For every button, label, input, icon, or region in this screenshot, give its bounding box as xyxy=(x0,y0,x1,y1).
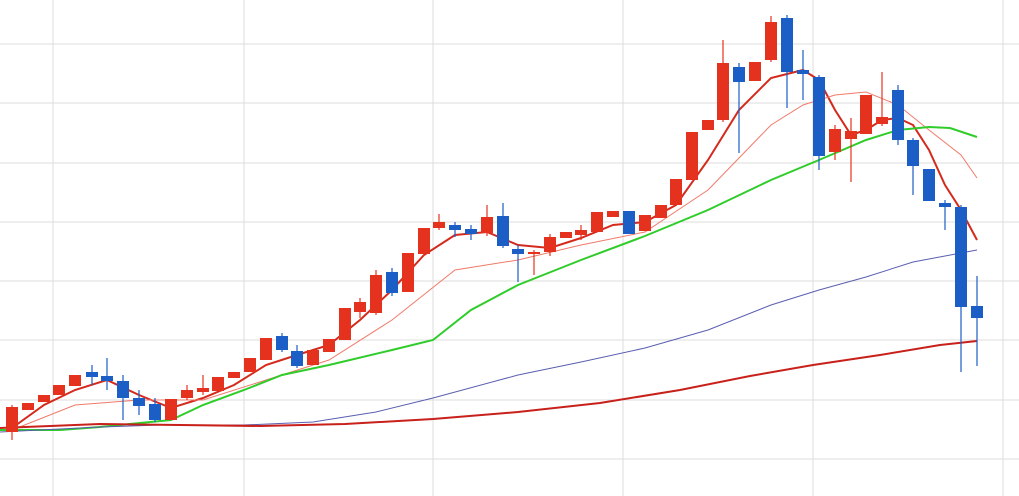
candle-body xyxy=(212,377,224,391)
candle-body xyxy=(6,407,18,432)
candle-body xyxy=(339,308,351,340)
candle-body xyxy=(449,225,461,230)
candle-body xyxy=(923,169,935,201)
candle-body xyxy=(623,211,635,234)
candle-body xyxy=(101,376,113,381)
candle-body xyxy=(717,63,729,120)
candle-body xyxy=(418,228,430,254)
candle-body xyxy=(860,95,872,134)
candle-body xyxy=(86,372,98,377)
candle-body xyxy=(481,217,493,233)
candle-body xyxy=(845,131,857,139)
candle-body xyxy=(69,375,81,386)
candle-body xyxy=(149,404,161,420)
candle-body xyxy=(892,90,904,140)
candle-body xyxy=(465,229,477,234)
candle-body xyxy=(181,390,193,398)
candle-body xyxy=(528,252,540,254)
moving-average xyxy=(0,340,978,429)
candle-body xyxy=(560,232,572,238)
candle-body xyxy=(655,205,667,218)
candle-body xyxy=(829,129,841,152)
candle-body xyxy=(307,350,319,365)
candle-body xyxy=(749,62,761,81)
candle-body xyxy=(433,222,445,228)
candle-body xyxy=(575,230,587,235)
candle-body xyxy=(781,18,793,72)
candle-body xyxy=(276,336,288,350)
candle-body xyxy=(876,117,888,124)
candle-body xyxy=(38,395,50,402)
candle-body xyxy=(53,385,65,395)
candle-body xyxy=(607,211,619,217)
candle-body xyxy=(497,216,509,246)
candle-body xyxy=(765,22,777,60)
candle-body xyxy=(323,339,335,352)
candle-body xyxy=(797,70,809,74)
candle-body xyxy=(228,372,240,378)
candle-body xyxy=(402,253,414,292)
candle-body xyxy=(733,67,745,82)
candle-body xyxy=(955,207,967,307)
candle-body xyxy=(907,140,919,166)
candle-body xyxy=(260,338,272,360)
candle-body xyxy=(639,215,651,231)
candle-body xyxy=(165,399,177,420)
candle-body xyxy=(354,302,366,312)
candle-body xyxy=(22,403,34,410)
candle-body xyxy=(197,388,209,392)
candle-body xyxy=(686,132,698,180)
candle-body xyxy=(544,237,556,252)
candle-body xyxy=(702,120,714,130)
candle-body xyxy=(291,351,303,366)
candle-body xyxy=(244,358,256,372)
candle-body xyxy=(670,179,682,205)
candle-body xyxy=(939,203,951,207)
candle-body xyxy=(133,398,145,406)
candle-body xyxy=(813,77,825,156)
candle-body xyxy=(370,275,382,313)
candle-body xyxy=(971,306,983,318)
moving-average xyxy=(0,125,978,431)
candle-body xyxy=(386,272,398,293)
candle-body xyxy=(512,249,524,254)
candle-body xyxy=(591,212,603,232)
candle-body xyxy=(117,381,129,398)
